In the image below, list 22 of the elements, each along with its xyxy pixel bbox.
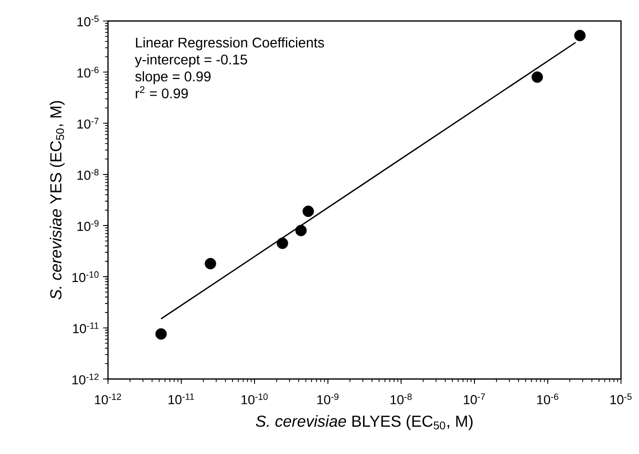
y-tick-label: 10$^{-6}$ xyxy=(77,66,99,78)
x-tick-label: 10$^{-5}$ xyxy=(610,394,632,404)
y-axis-title: S. cerevisiae YES (EC$_{50}$, M) xyxy=(50,101,65,300)
annotation: r$^{2}$ = 0.99 xyxy=(136,86,188,98)
x-tick-label: 10$^{-10}$ xyxy=(242,394,268,404)
x-tick-label: 10$^{-8}$ xyxy=(390,394,412,404)
y-tick-label: 10$^{-8}$ xyxy=(77,169,99,180)
x-tick-label: 10$^{-6}$ xyxy=(537,394,558,404)
annotation: y-intercept = -0.15 xyxy=(134,54,248,68)
x-tick-label: 10$^{-12}$ xyxy=(94,394,122,404)
annotation: slope = 0.99 xyxy=(135,71,211,84)
y-tick-label: 10$^{-10}$ xyxy=(72,271,99,282)
y-tick-label: 10$^{-11}$ xyxy=(73,322,99,334)
x-axis-title: S. cerevisiae BLYES (EC$_{50}$, M) xyxy=(256,415,473,430)
annotation: Linear Regression Coefficients xyxy=(136,37,324,50)
y-tick-label: 10$^{-7}$ xyxy=(77,118,99,129)
y-tick-label: 10$^{-12}$ xyxy=(72,374,99,384)
y-tick-label: 10$^{-5}$ xyxy=(77,16,99,26)
x-tick-label: 10$^{-7}$ xyxy=(464,394,485,404)
x-tick-label: 10$^{-11}$ xyxy=(168,394,194,404)
x-tick-label: 10$^{-9}$ xyxy=(317,394,338,404)
y-tick-label: 10$^{-9}$ xyxy=(77,220,99,231)
